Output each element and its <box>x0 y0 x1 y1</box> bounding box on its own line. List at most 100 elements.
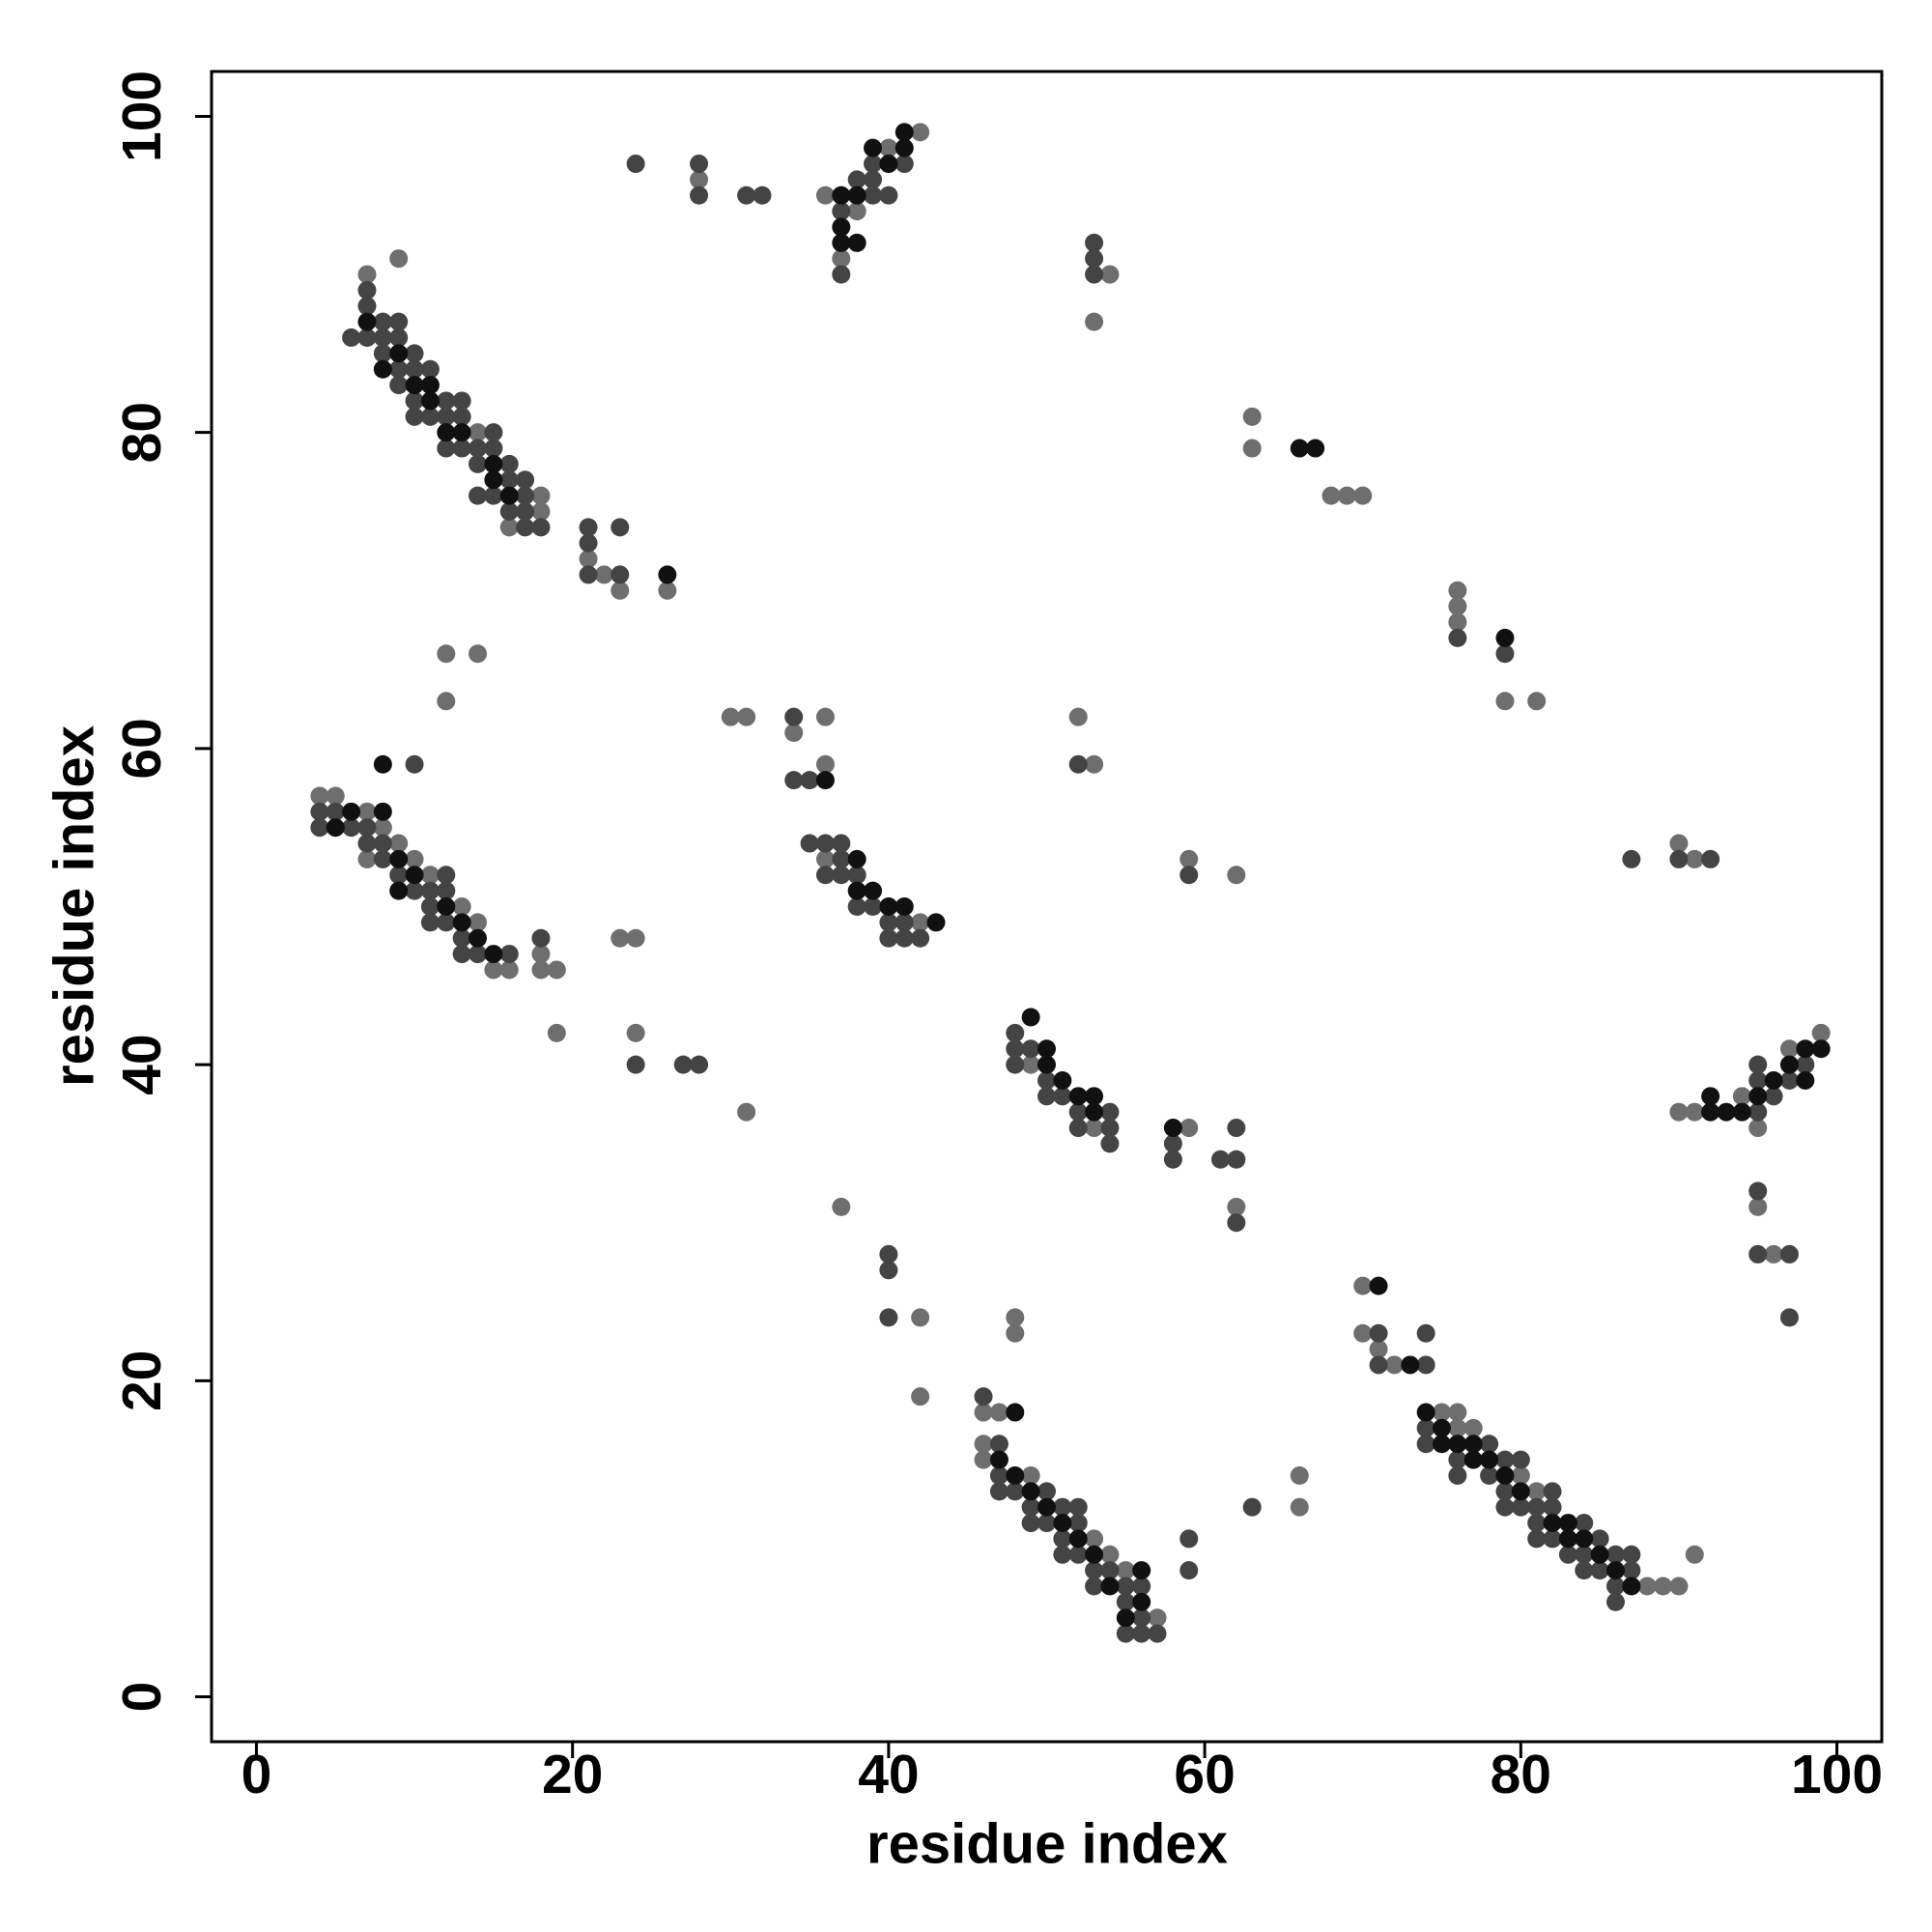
point <box>1100 1545 1120 1564</box>
point <box>1148 1608 1167 1628</box>
point <box>1543 1514 1562 1533</box>
point <box>1163 1150 1182 1169</box>
point <box>1085 265 1104 284</box>
point <box>531 928 551 948</box>
point <box>1779 1055 1799 1074</box>
point <box>499 960 519 980</box>
point <box>1685 1545 1704 1564</box>
point <box>1811 1039 1831 1059</box>
point <box>594 565 613 584</box>
point <box>452 423 471 442</box>
point <box>1654 1577 1673 1596</box>
point <box>1100 1119 1120 1138</box>
point <box>974 1403 993 1422</box>
point <box>611 565 630 584</box>
point <box>389 866 409 885</box>
point <box>1053 1514 1072 1533</box>
point <box>1369 1355 1388 1375</box>
point <box>1085 1529 1104 1548</box>
point <box>1796 1039 1815 1059</box>
point <box>815 834 835 853</box>
point <box>310 786 329 806</box>
point <box>989 1482 1009 1501</box>
point <box>452 407 471 426</box>
point <box>911 913 930 932</box>
point <box>452 928 471 948</box>
point <box>1384 1355 1404 1375</box>
point <box>499 945 519 964</box>
point <box>1037 1497 1056 1517</box>
point <box>420 359 440 379</box>
point <box>1527 1514 1547 1533</box>
point <box>895 928 914 948</box>
point <box>1021 1482 1040 1501</box>
point <box>373 818 392 838</box>
point <box>437 407 456 426</box>
point <box>1369 1340 1388 1359</box>
point <box>1433 1435 1452 1454</box>
point <box>1148 1624 1167 1643</box>
point <box>357 818 377 838</box>
point <box>1448 1418 1467 1437</box>
point <box>1527 1529 1547 1548</box>
point <box>879 1261 898 1280</box>
point <box>469 454 488 473</box>
point <box>1116 1608 1135 1628</box>
point <box>611 928 630 948</box>
point <box>737 1102 756 1122</box>
point <box>1527 692 1547 711</box>
point <box>1321 486 1341 505</box>
point <box>437 866 456 885</box>
point <box>1242 1497 1262 1517</box>
point <box>1685 849 1704 868</box>
point <box>864 170 883 189</box>
point <box>1448 1403 1467 1422</box>
y-tick-label: 100 <box>111 71 173 162</box>
point <box>1605 1592 1625 1611</box>
point <box>1685 1102 1704 1122</box>
point <box>784 724 804 743</box>
point <box>437 439 456 458</box>
point <box>815 771 835 790</box>
point <box>357 834 377 853</box>
point <box>611 581 630 600</box>
point <box>452 391 471 411</box>
point <box>1353 486 1373 505</box>
point <box>690 1055 709 1074</box>
point <box>1511 1482 1530 1501</box>
point <box>879 1244 898 1264</box>
y-tick-label: 60 <box>111 718 173 779</box>
point <box>1605 1577 1625 1596</box>
point <box>1100 265 1120 284</box>
point <box>1227 1213 1246 1233</box>
point <box>815 754 835 774</box>
point <box>437 897 456 916</box>
y-tick-label: 80 <box>111 402 173 463</box>
point <box>310 818 329 838</box>
point <box>469 928 488 948</box>
point <box>879 897 898 916</box>
point <box>1021 1039 1040 1059</box>
point <box>484 486 503 505</box>
point <box>847 866 867 885</box>
point <box>405 391 424 411</box>
point <box>373 802 392 821</box>
point <box>832 265 851 284</box>
point <box>484 454 503 473</box>
point <box>1416 1403 1435 1422</box>
point <box>357 849 377 868</box>
point <box>1337 486 1356 505</box>
point <box>326 818 345 838</box>
point <box>989 1450 1009 1469</box>
point <box>499 501 519 521</box>
point <box>926 913 946 932</box>
point <box>1669 834 1689 853</box>
point <box>1463 1435 1483 1454</box>
point <box>405 376 424 395</box>
point <box>420 913 440 932</box>
point <box>389 834 409 853</box>
point <box>1068 754 1088 774</box>
point <box>1210 1150 1230 1169</box>
point <box>342 802 361 821</box>
